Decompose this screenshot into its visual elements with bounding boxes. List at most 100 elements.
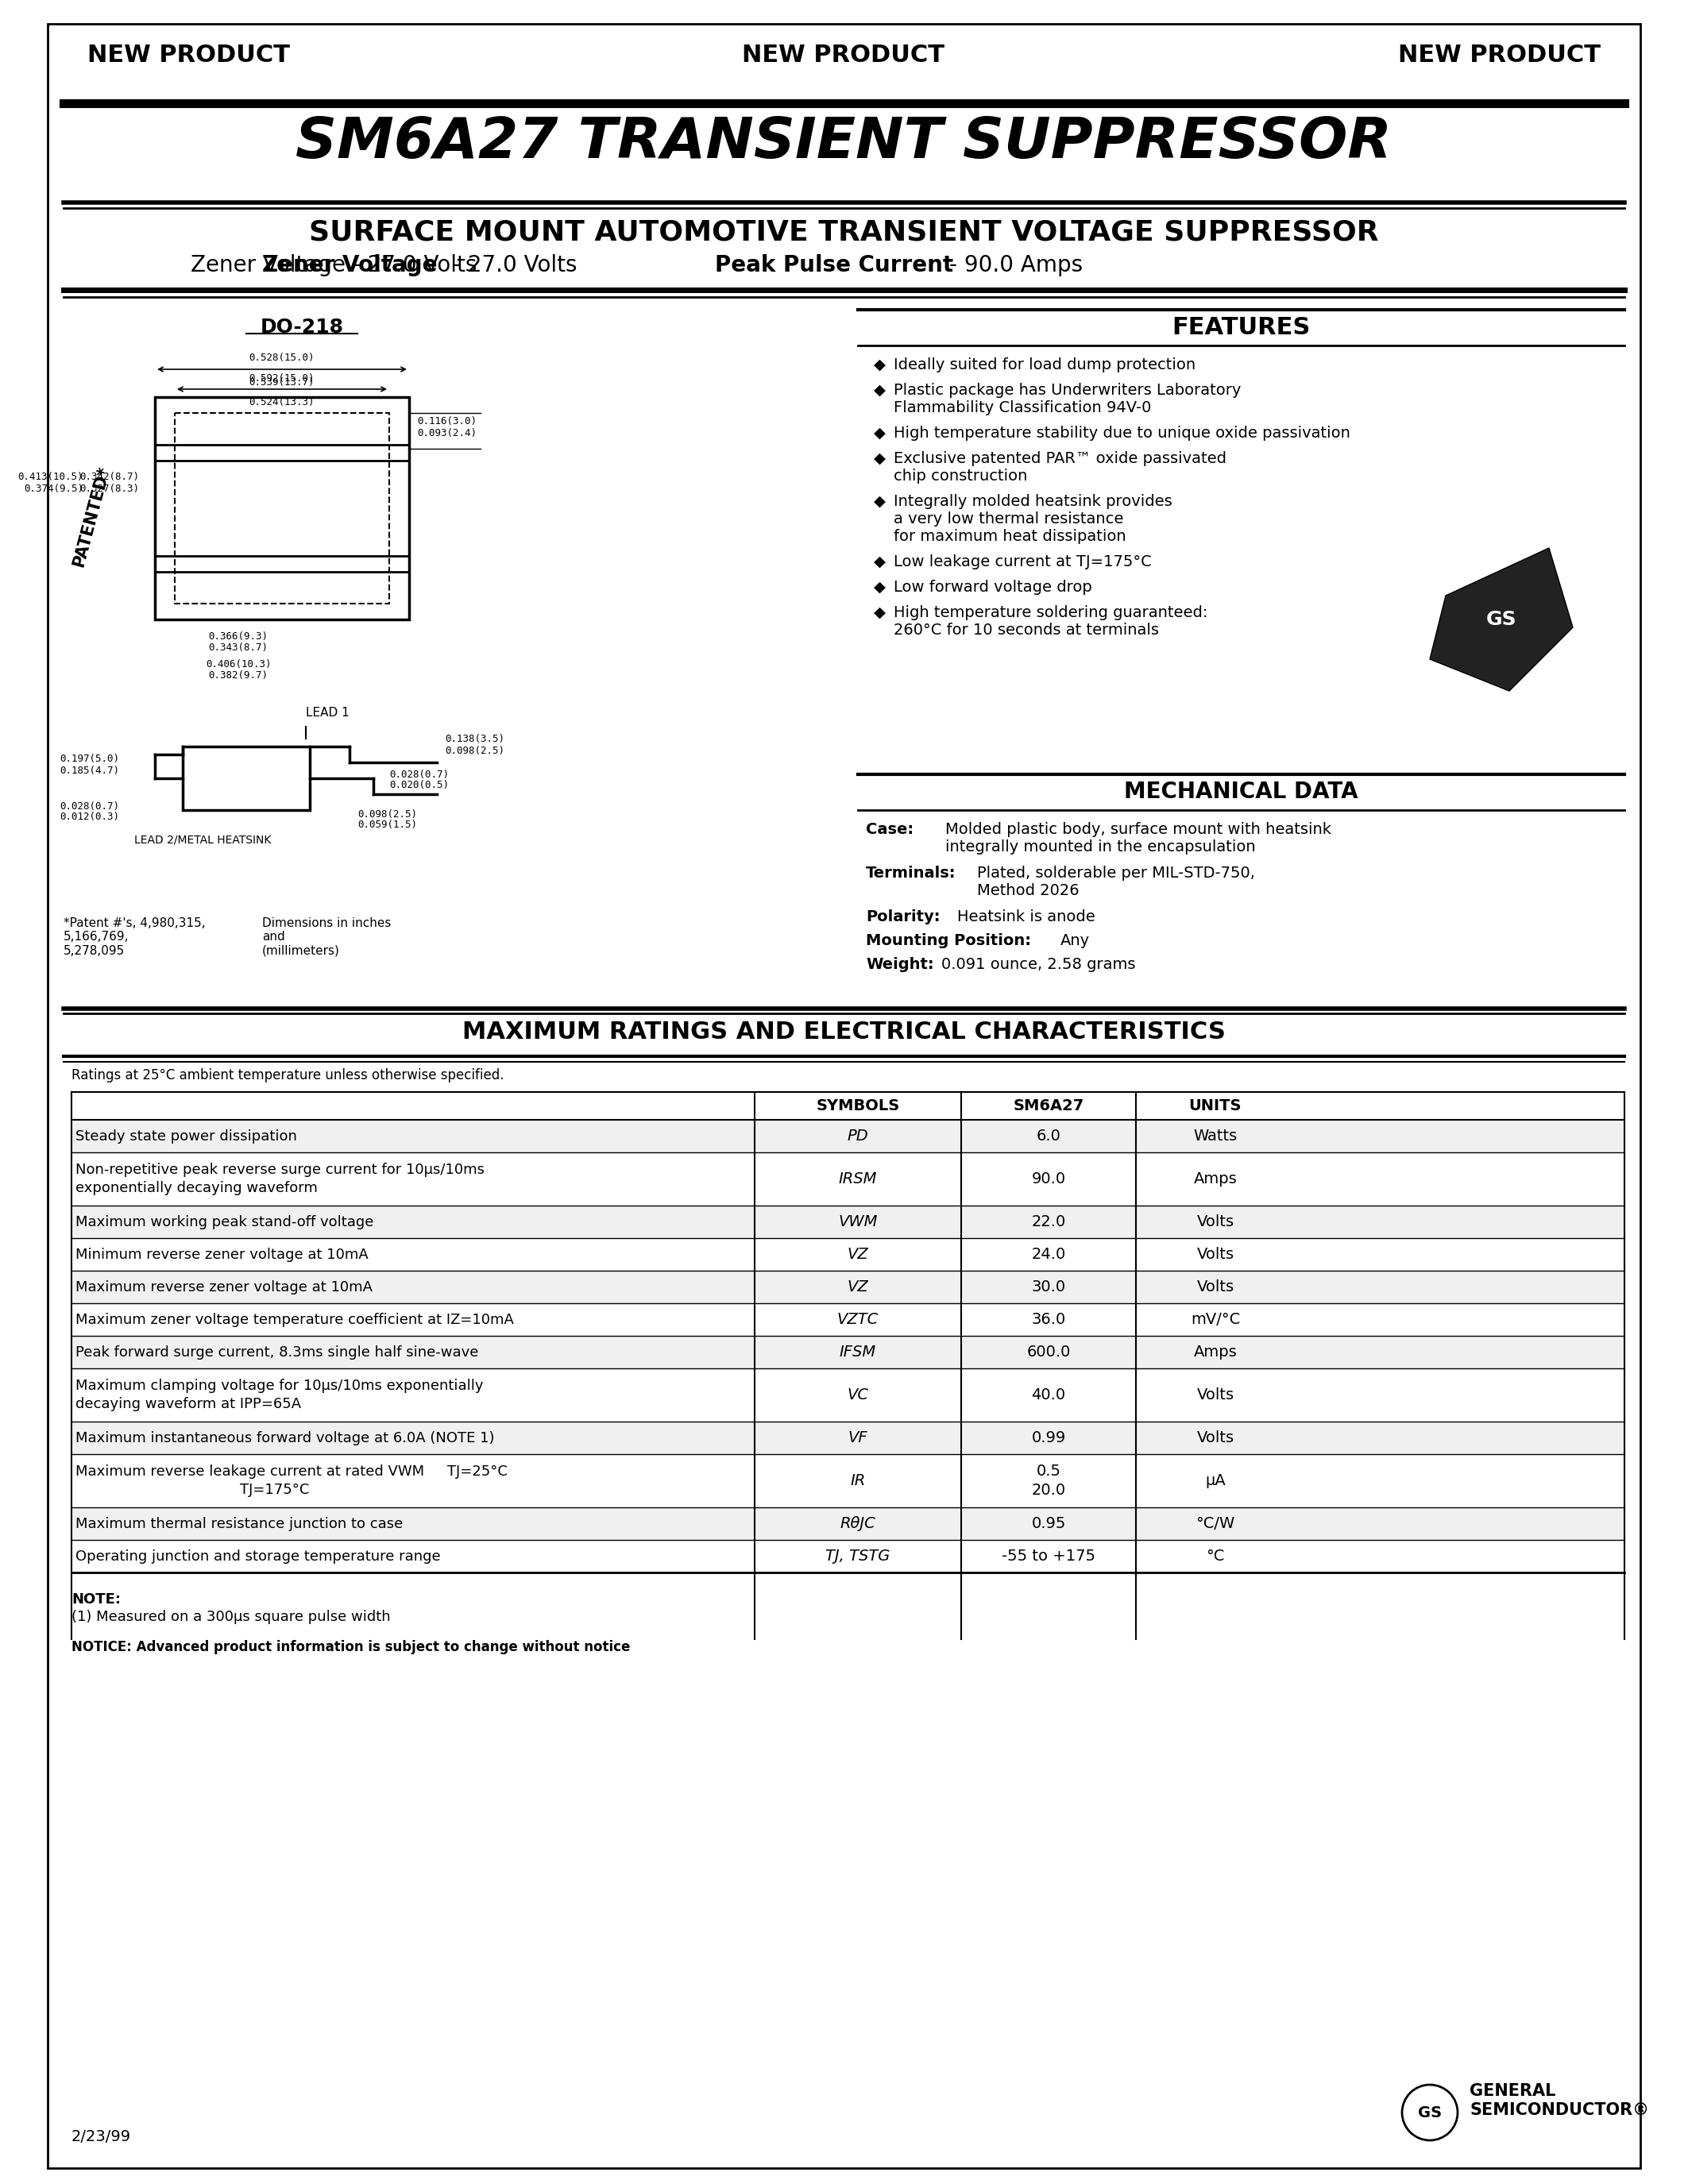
Text: 0.138(3.5): 0.138(3.5) [446,734,505,745]
Text: High temperature soldering guaranteed:: High temperature soldering guaranteed: [893,605,1207,620]
Text: SYMBOLS: SYMBOLS [815,1099,900,1114]
Text: ◆: ◆ [874,579,886,594]
Text: Operating junction and storage temperature range: Operating junction and storage temperatu… [76,1548,441,1564]
Text: Molded plastic body, surface mount with heatsink: Molded plastic body, surface mount with … [945,821,1332,836]
Text: Weight:: Weight: [866,957,933,972]
Text: Maximum thermal resistance junction to case: Maximum thermal resistance junction to c… [76,1516,403,1531]
Text: VF: VF [847,1431,868,1446]
Text: Ideally suited for load dump protection: Ideally suited for load dump protection [893,358,1195,373]
Text: NOTE:: NOTE: [71,1592,122,1607]
Text: LEAD 2/METAL HEATSINK: LEAD 2/METAL HEATSINK [133,834,272,845]
Text: Zener Voltage - 27.0 Volts: Zener Voltage - 27.0 Volts [191,253,476,277]
Text: IR: IR [851,1474,866,1487]
Text: Heatsink is anode: Heatsink is anode [957,909,1096,924]
Text: 0.592(15.0): 0.592(15.0) [250,373,314,384]
Text: MECHANICAL DATA: MECHANICAL DATA [1124,780,1357,804]
Text: Maximum instantaneous forward voltage at 6.0A (NOTE 1): Maximum instantaneous forward voltage at… [76,1431,495,1446]
Bar [71,1337,1624,1369]
Text: 40.0: 40.0 [1031,1387,1065,1402]
Text: 6.0: 6.0 [1036,1129,1060,1144]
Bar [71,1271,1624,1304]
Text: Mounting Position:: Mounting Position: [866,933,1031,948]
Text: Maximum working peak stand-off voltage: Maximum working peak stand-off voltage [76,1214,373,1230]
Text: chip construction: chip construction [893,470,1028,483]
Text: ◆: ◆ [874,605,886,620]
Text: 0.524(13.3): 0.524(13.3) [250,397,314,408]
Text: VZTC: VZTC [837,1313,879,1328]
Text: NEW PRODUCT: NEW PRODUCT [1398,44,1600,68]
Text: Peak forward surge current, 8.3ms single half sine-wave: Peak forward surge current, 8.3ms single… [76,1345,478,1358]
Text: LEAD 1: LEAD 1 [306,708,349,719]
Text: Low leakage current at TJ=175°C: Low leakage current at TJ=175°C [893,555,1151,570]
Text: IRSM: IRSM [839,1171,878,1186]
Text: Amps: Amps [1193,1171,1237,1186]
Text: 0.020(0.5): 0.020(0.5) [390,780,449,791]
Text: - 90.0 Amps: - 90.0 Amps [949,253,1082,277]
Text: 0.116(3.0): 0.116(3.0) [417,415,476,426]
Text: UNITS: UNITS [1188,1099,1242,1114]
Text: GS: GS [1485,609,1518,629]
Text: TJ, TSTG: TJ, TSTG [825,1548,890,1564]
Text: Amps: Amps [1193,1345,1237,1361]
Text: (1) Measured on a 300μs square pulse width: (1) Measured on a 300μs square pulse wid… [71,1610,390,1625]
Text: SURFACE MOUNT AUTOMOTIVE TRANSIENT VOLTAGE SUPPRESSOR: SURFACE MOUNT AUTOMOTIVE TRANSIENT VOLTA… [309,218,1379,245]
Text: Case:: Case: [866,821,913,836]
Text: 2/23/99: 2/23/99 [71,2129,132,2145]
Bar [176,413,390,603]
Bar [155,397,408,620]
Text: 0.059(1.5): 0.059(1.5) [358,819,417,830]
Text: VC: VC [847,1387,869,1402]
Bar [71,1422,1624,1455]
Text: a very low thermal resistance: a very low thermal resistance [893,511,1124,526]
Text: VZ: VZ [847,1280,869,1295]
Text: VWM: VWM [839,1214,878,1230]
Text: Any: Any [1060,933,1090,948]
Text: 0.028(0.7): 0.028(0.7) [390,769,449,780]
Text: RθJC: RθJC [841,1516,876,1531]
Text: 0.343(8.7): 0.343(8.7) [209,642,268,653]
Text: 0.406(10.3): 0.406(10.3) [206,660,272,670]
Text: 0.413(10.5): 0.413(10.5) [19,472,83,483]
Text: 0.197(5.0): 0.197(5.0) [59,753,120,764]
Text: ◆: ◆ [874,555,886,570]
Text: for maximum heat dissipation: for maximum heat dissipation [893,529,1126,544]
Text: Plated, solderable per MIL-STD-750,: Plated, solderable per MIL-STD-750, [977,865,1254,880]
Text: 0.342(8.7): 0.342(8.7) [79,472,138,483]
Text: Maximum reverse zener voltage at 10mA: Maximum reverse zener voltage at 10mA [76,1280,373,1295]
Text: Plastic package has Underwriters Laboratory: Plastic package has Underwriters Laborat… [893,382,1241,397]
Bar [182,747,311,810]
Text: Maximum clamping voltage for 10μs/10ms exponentially
decaying waveform at IPP=65: Maximum clamping voltage for 10μs/10ms e… [76,1378,483,1411]
Text: 0.374(9.5): 0.374(9.5) [24,483,83,494]
Text: 36.0: 36.0 [1031,1313,1065,1328]
Text: Terminals:: Terminals: [866,865,955,880]
Text: °C: °C [1205,1548,1225,1564]
Text: Steady state power dissipation: Steady state power dissipation [76,1129,297,1142]
Text: Dimensions in inches
and
(millimeters): Dimensions in inches and (millimeters) [262,917,392,957]
Text: Minimum reverse zener voltage at 10mA: Minimum reverse zener voltage at 10mA [76,1247,368,1262]
Text: 22.0: 22.0 [1031,1214,1065,1230]
Text: 0.098(2.5): 0.098(2.5) [358,808,417,819]
Text: 260°C for 10 seconds at terminals: 260°C for 10 seconds at terminals [893,622,1160,638]
Text: ◆: ◆ [874,452,886,465]
Text: ◆: ◆ [874,358,886,373]
Text: 0.093(2.4): 0.093(2.4) [417,428,476,439]
Text: VZ: VZ [847,1247,869,1262]
Text: - 27.0 Volts: - 27.0 Volts [452,253,577,277]
Text: 0.95: 0.95 [1031,1516,1065,1531]
Text: Zener Voltage: Zener Voltage [262,253,437,277]
Text: NEW PRODUCT: NEW PRODUCT [743,44,945,68]
Text: 0.366(9.3): 0.366(9.3) [209,631,268,642]
Text: °C/W: °C/W [1195,1516,1236,1531]
Text: 0.185(4.7): 0.185(4.7) [59,764,120,775]
Text: Volts: Volts [1197,1247,1234,1262]
Text: 0.327(8.3): 0.327(8.3) [79,483,138,494]
Text: Maximum reverse leakage current at rated VWM     TJ=25°C
                       : Maximum reverse leakage current at rated… [76,1465,508,1496]
Text: Volts: Volts [1197,1431,1234,1446]
Text: NOTICE: Advanced product information is subject to change without notice: NOTICE: Advanced product information is … [71,1640,630,1653]
Text: integrally mounted in the encapsulation: integrally mounted in the encapsulation [945,839,1256,854]
Text: 0.539(13.7): 0.539(13.7) [250,378,314,387]
Text: 0.028(0.7): 0.028(0.7) [59,802,120,810]
Text: Maximum zener voltage temperature coefficient at IZ=10mA: Maximum zener voltage temperature coeffi… [76,1313,513,1326]
Text: Watts: Watts [1193,1129,1237,1144]
Text: 90.0: 90.0 [1031,1171,1065,1186]
